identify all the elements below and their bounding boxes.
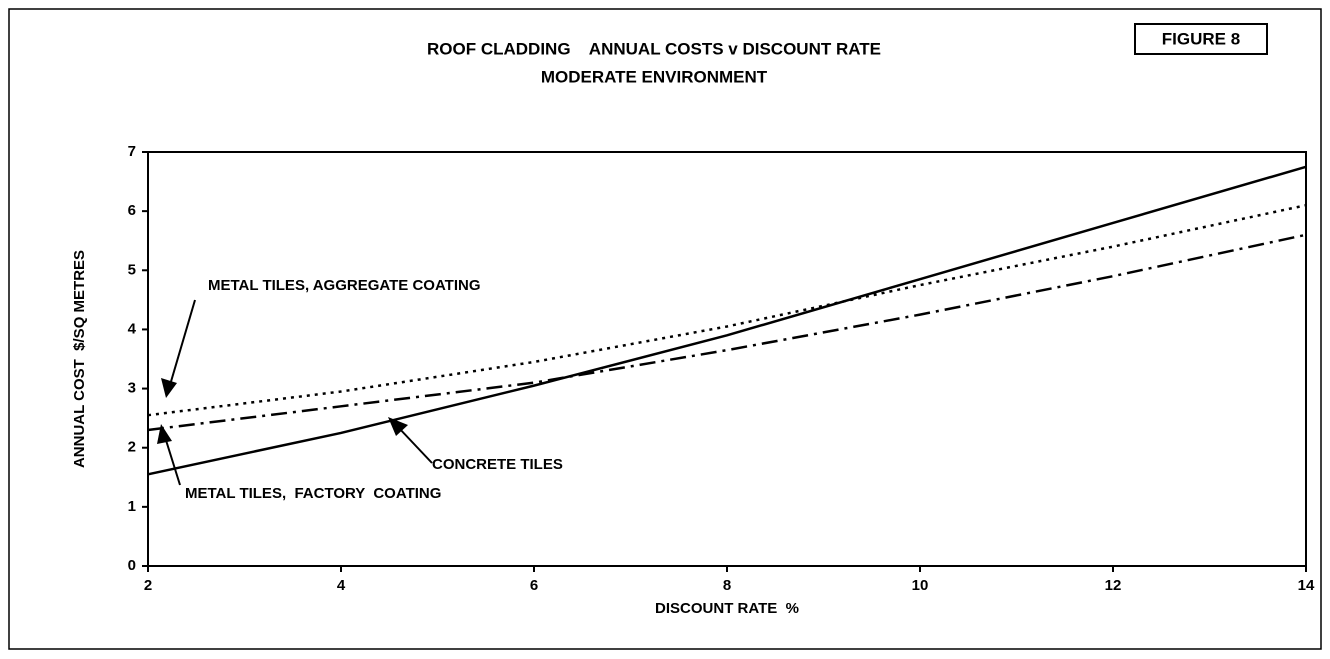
y-tick-label: 3 [128,380,136,397]
x-tick-label: 10 [912,577,929,594]
annotation-arrow [164,436,181,486]
series-line [147,233,1307,432]
x-tick-label: 8 [723,577,731,594]
y-tick-label: 7 [128,143,136,160]
chart-title: ROOF CLADDING ANNUAL COSTS v DISCOUNT RA… [427,39,881,58]
y-tick-label: 5 [128,261,136,278]
annotation: METAL TILES, FACTORY COATING [185,485,441,502]
y-tick-label: 0 [128,557,136,574]
figure-label-box [1134,23,1268,55]
y-tick-label: 2 [128,439,136,456]
arrow-head [157,424,172,444]
y-tick-label: 6 [128,202,136,219]
x-tick-label: 2 [144,577,152,594]
x-axis-label: DISCOUNT RATE % [655,600,799,617]
annotation-arrow [169,299,196,386]
chart-subtitle: MODERATE ENVIRONMENT [541,67,768,86]
series-line [147,165,1307,476]
x-tick-label: 12 [1105,577,1122,594]
arrow-head [388,417,408,436]
figure-label: FIGURE 8 [1162,29,1240,48]
x-tick-label: 4 [337,577,346,594]
x-tick-label: 6 [530,577,538,594]
arrow-head [161,378,177,398]
plot-frame [147,151,1307,567]
annotation: CONCRETE TILES [432,456,563,473]
series-line [147,204,1307,417]
y-tick-label: 1 [128,498,136,515]
y-tick-label: 4 [128,320,137,337]
annotation-arrow [397,426,433,464]
x-tick-label: 14 [1298,577,1315,594]
y-axis-label: ANNUAL COST $/SQ METRES [71,250,88,468]
annotation: METAL TILES, AGGREGATE COATING [208,277,481,294]
outer-frame [8,8,1322,650]
